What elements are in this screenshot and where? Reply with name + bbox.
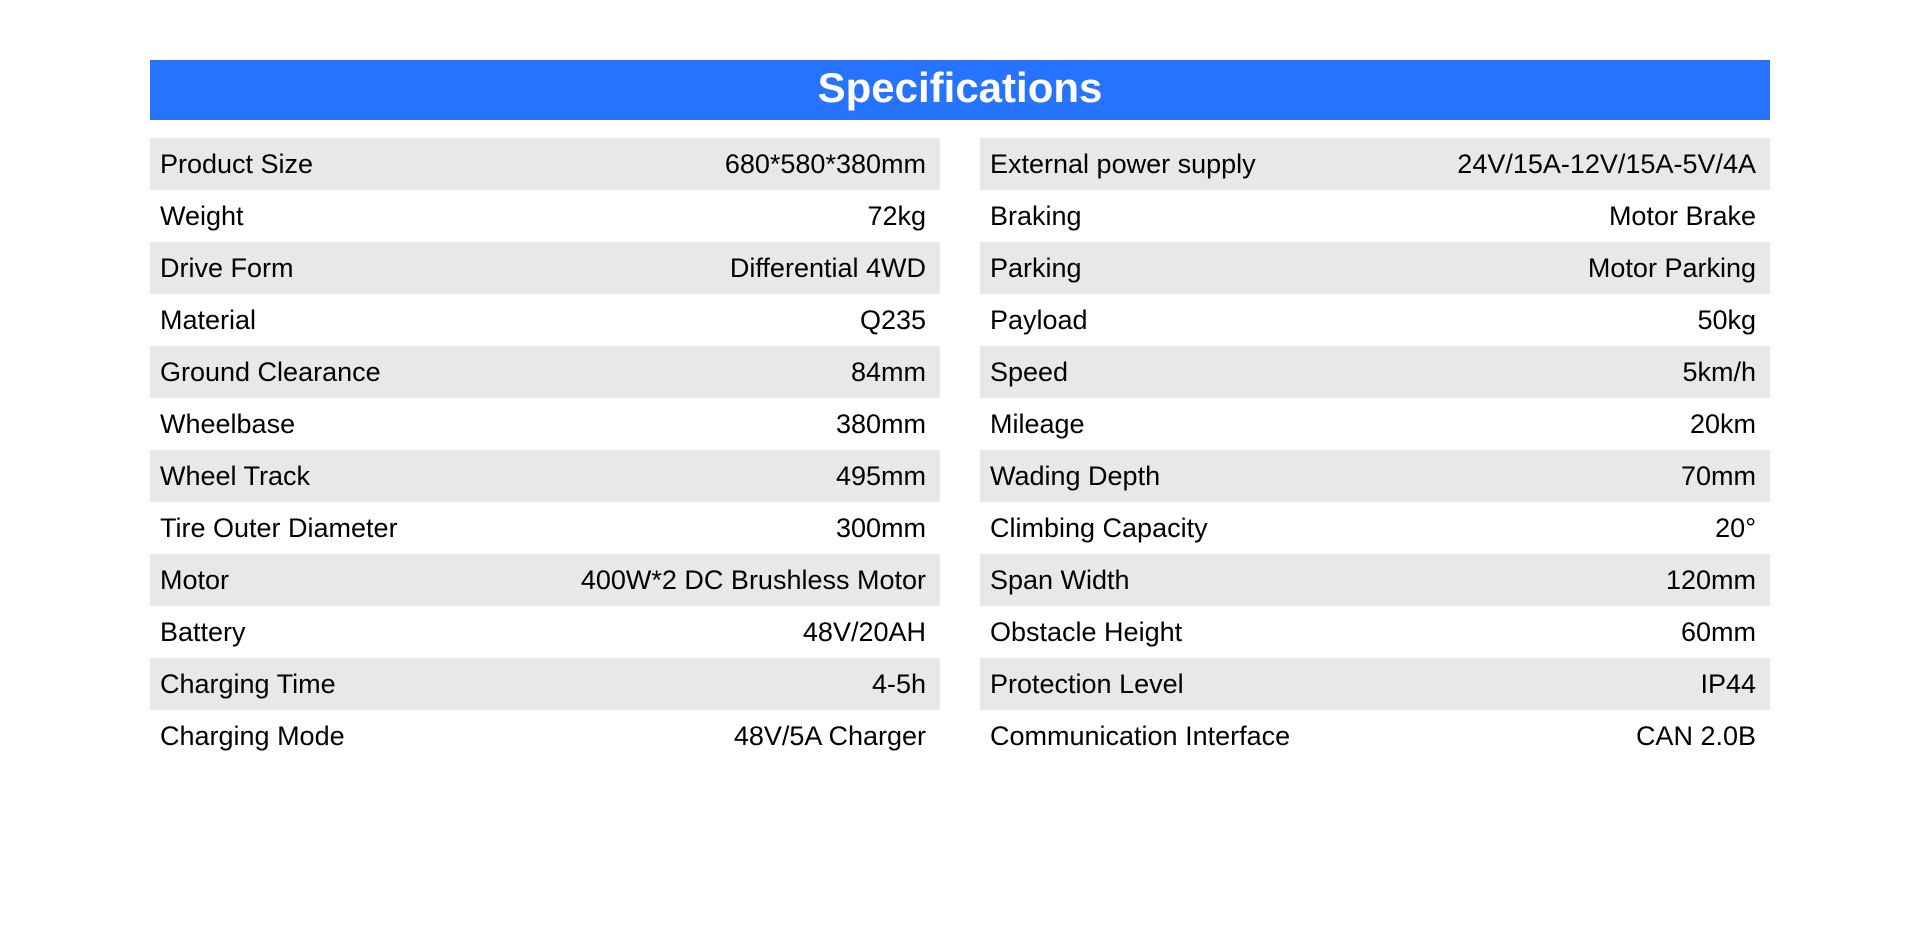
spec-label: Product Size [160,149,313,180]
spec-label: Wading Depth [990,461,1160,492]
spec-row: Communication Interface CAN 2.0B [980,710,1770,762]
spec-label: Ground Clearance [160,357,381,388]
spec-value: 380mm [836,409,926,440]
spec-row: Material Q235 [150,294,940,346]
spec-columns: Product Size 680*580*380mm Weight 72kg Drive… [150,138,1770,762]
spec-label: Climbing Capacity [990,513,1208,544]
spec-row: Battery 48V/20AH [150,606,940,658]
spec-label: Tire Outer Diameter [160,513,398,544]
spec-value: 680*580*380mm [725,149,926,180]
spec-row: Tire Outer Diameter 300mm [150,502,940,554]
spec-label: Speed [990,357,1068,388]
spec-row: Span Width 120mm [980,554,1770,606]
spec-value: 300mm [836,513,926,544]
spec-label: Parking [990,253,1082,284]
spec-row: Payload 50kg [980,294,1770,346]
spec-value: 70mm [1681,461,1756,492]
spec-value: 48V/5A Charger [734,721,926,752]
spec-label: Wheelbase [160,409,295,440]
spec-label: Span Width [990,565,1130,596]
spec-row: Speed 5km/h [980,346,1770,398]
spec-row: Protection Level IP44 [980,658,1770,710]
spec-row: Charging Time 4-5h [150,658,940,710]
spec-value: 20° [1715,513,1756,544]
spec-value: 50kg [1697,305,1756,336]
spec-label: Protection Level [990,669,1184,700]
spec-value: 20km [1690,409,1756,440]
spec-row: Wheel Track 495mm [150,450,940,502]
spec-label: Weight [160,201,244,232]
spec-label: Charging Mode [160,721,345,752]
spec-value: 60mm [1681,617,1756,648]
spec-value: CAN 2.0B [1636,721,1756,752]
spec-row: Product Size 680*580*380mm [150,138,940,190]
spec-value: 4-5h [872,669,926,700]
spec-row: Charging Mode 48V/5A Charger [150,710,940,762]
spec-column-left: Product Size 680*580*380mm Weight 72kg Drive… [150,138,940,762]
spec-value: 48V/20AH [803,617,926,648]
spec-label: Communication Interface [990,721,1290,752]
page-title: Specifications [150,60,1770,120]
spec-row: External power supply 24V/15A-12V/15A-5V/… [980,138,1770,190]
spec-column-right: External power supply 24V/15A-12V/15A-5V/… [980,138,1770,762]
spec-label: Mileage [990,409,1085,440]
spec-row: Parking Motor Parking [980,242,1770,294]
spec-row: Wading Depth 70mm [980,450,1770,502]
spec-value: 495mm [836,461,926,492]
spec-row: Ground Clearance 84mm [150,346,940,398]
spec-row: Motor 400W*2 DC Brushless Motor [150,554,940,606]
spec-label: Wheel Track [160,461,310,492]
spec-value: Differential 4WD [730,253,926,284]
spec-label: Motor [160,565,229,596]
spec-value: 5km/h [1682,357,1756,388]
spec-row: Weight 72kg [150,190,940,242]
spec-label: Braking [990,201,1082,232]
spec-value: 72kg [867,201,926,232]
spec-value: 24V/15A-12V/15A-5V/4A [1457,149,1756,180]
spec-value: Q235 [860,305,926,336]
spec-label: External power supply [990,149,1256,180]
spec-value: Motor Brake [1609,201,1756,232]
spec-value: Motor Parking [1588,253,1756,284]
spec-label: Payload [990,305,1088,336]
spec-label: Drive Form [160,253,294,284]
spec-value: 120mm [1666,565,1756,596]
spec-row: Drive Form Differential 4WD [150,242,940,294]
spec-value: 400W*2 DC Brushless Motor [581,565,926,596]
spec-label: Battery [160,617,246,648]
spec-label: Charging Time [160,669,336,700]
spec-row: Braking Motor Brake [980,190,1770,242]
spec-value: IP44 [1700,669,1756,700]
spec-label: Obstacle Height [990,617,1182,648]
spec-row: Obstacle Height 60mm [980,606,1770,658]
spec-row: Wheelbase 380mm [150,398,940,450]
spec-value: 84mm [851,357,926,388]
spec-row: Climbing Capacity 20° [980,502,1770,554]
spec-row: Mileage 20km [980,398,1770,450]
spec-label: Material [160,305,256,336]
